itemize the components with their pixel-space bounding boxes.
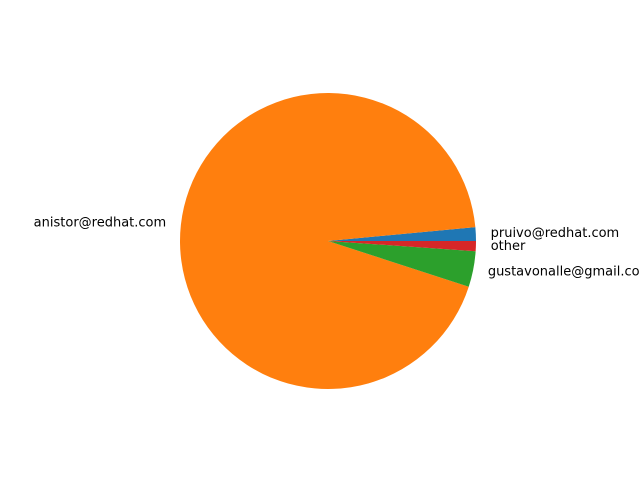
pie-slice-other (328, 241, 476, 252)
pie-slice-pruivo-redhat-com (328, 227, 476, 241)
pie-slice-anistor-redhat-com (180, 93, 476, 390)
pie-label-pruivo-redhat-com: pruivo@redhat.com (491, 226, 620, 241)
pie-slice-gustavonalle-gmail-com (328, 241, 476, 287)
pie-label-other: other (491, 239, 526, 254)
pie-labels: pruivo@redhat.com anistor@redhat.com gusta… (34, 216, 640, 280)
pie-label-anistor-redhat-com: anistor@redhat.com (34, 216, 167, 231)
pie-slices (180, 93, 476, 390)
pie-label-gustavonalle-gmail-com: gustavonalle@gmail.com (488, 265, 640, 280)
